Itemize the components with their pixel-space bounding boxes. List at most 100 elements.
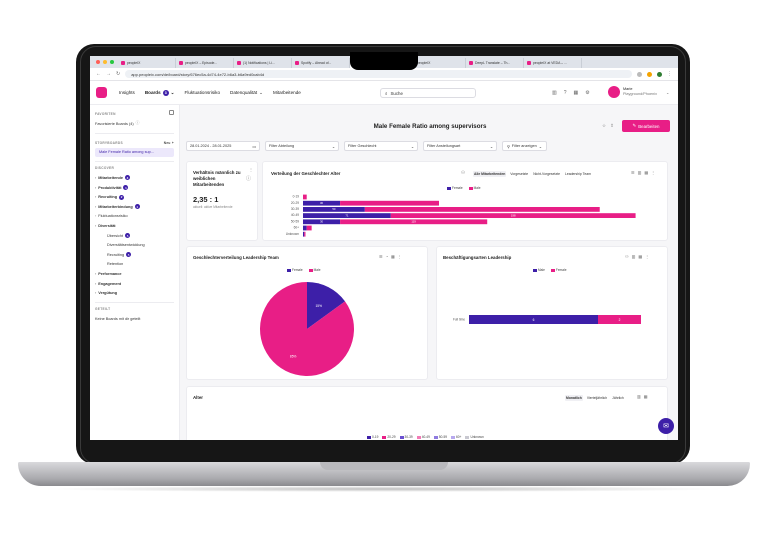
chevron-right-icon: › <box>95 271 97 276</box>
settings-icon[interactable]: ⚙ <box>585 90 590 96</box>
sidebar-item[interactable]: Diversitätsentwicklung <box>95 240 174 250</box>
bar-male <box>303 194 307 200</box>
user-menu[interactable]: Marie Playground/Phoenix <box>623 87 657 97</box>
employment-type-filter[interactable]: Filter Anstellungsart ⌄ <box>423 141 497 151</box>
help-icon[interactable]: ? <box>563 90 567 96</box>
gender-filter[interactable]: Filter Geschlecht ⌄ <box>344 141 418 151</box>
sidebar-item[interactable]: Übersicht 5 <box>95 231 174 241</box>
sidebar-item[interactable]: Recruiting 5 <box>95 250 174 260</box>
people-icon[interactable]: ⚇ <box>461 170 466 175</box>
browser-tab[interactable]: DeepL Translate – Th... <box>466 58 524 68</box>
data-label: 30 <box>320 220 324 224</box>
legend-swatch <box>465 435 470 439</box>
show-filters-button[interactable]: ⚲ Filter anzeigen ⌄ <box>502 141 547 151</box>
leadership-chart-legend: Female Male <box>287 268 321 272</box>
sidebar-item[interactable]: › Mitarbeiterbindung 1 <box>95 202 174 212</box>
segment-tab[interactable]: Monatlich <box>565 395 583 401</box>
grid-icon[interactable]: ▦ <box>643 394 651 399</box>
browser-tab[interactable]: peopleIX at VEDA – ... <box>524 58 582 68</box>
sidebar-item[interactable]: › Engagement <box>95 279 174 289</box>
bar-chart-icon[interactable]: ▥ <box>637 170 645 175</box>
sidebar-item[interactable]: › Recruiting 2 <box>95 192 174 202</box>
nav-item-0[interactable]: Insights <box>119 90 135 95</box>
nav-item-label: Datenqualität <box>230 90 258 95</box>
pie-chart-icon[interactable]: ◔ <box>385 254 392 259</box>
info-icon[interactable]: ⓘ <box>245 176 251 182</box>
sidebar-item[interactable]: Retention <box>95 260 174 270</box>
sidebar-item-active-story[interactable]: Male Female Ratio among sup... <box>95 147 174 158</box>
nav-item-3[interactable]: Datenqualität ⌄ <box>230 90 263 96</box>
card-menu-icon[interactable]: ⋮ <box>651 170 659 175</box>
browser-tab[interactable]: Spotify – Ahead of... <box>292 58 350 68</box>
grid-icon[interactable]: ▦ <box>644 170 652 175</box>
bar-female <box>303 207 365 212</box>
star-icon[interactable]: ☆ <box>602 123 611 128</box>
edit-button[interactable]: ✎ Bearbeiten <box>622 120 670 132</box>
segment-tab[interactable]: Vorgesetzte <box>510 172 529 176</box>
segment-tab[interactable]: Nicht-Vorgesetzte <box>533 172 560 176</box>
card-menu-icon[interactable]: ⋮ <box>645 254 653 259</box>
favorites-link[interactable]: Favorisierte Boards (4) ⓘ <box>95 119 174 129</box>
laptop-base-groove <box>320 462 448 470</box>
date-range-filter[interactable]: 28.01.2024 - 28.01.2025 ▭ <box>186 141 260 151</box>
sidebar-item[interactable]: › Vergütung <box>95 288 174 298</box>
segment-tab[interactable]: Jährlich <box>612 396 624 400</box>
search-input[interactable]: ⌕ Suche <box>380 88 476 98</box>
browser-tab[interactable]: peopleIX <box>118 58 176 68</box>
bar-chart-icon[interactable]: ▥ <box>637 394 644 399</box>
maximize-window-icon[interactable] <box>110 60 114 64</box>
minimize-window-icon[interactable] <box>103 60 107 64</box>
chat-button[interactable]: ✉ <box>658 418 674 434</box>
sidebar-item[interactable]: › Fluktuationsrisiko <box>95 212 174 222</box>
new-storyboard-button[interactable]: Neu + <box>163 140 174 145</box>
sidebar-item-label: Mitarbeiterbindung <box>98 204 133 209</box>
bar-male <box>390 213 636 218</box>
card-menu-icon[interactable]: ⋮ <box>397 254 405 259</box>
close-window-icon[interactable] <box>96 60 100 64</box>
interval-tabs: Monatlich Vierteljährlich Jährlich <box>565 395 625 401</box>
sidebar-item[interactable]: › Diversität <box>95 221 174 231</box>
nav-item-4[interactable]: Mitarbeitende <box>273 90 301 95</box>
avatar[interactable] <box>608 86 620 98</box>
grid-icon[interactable]: ▦ <box>573 90 579 96</box>
share-icon[interactable]: ⇪ <box>610 123 618 128</box>
segment-tab[interactable]: Alle Mitarbeitenden <box>473 171 507 177</box>
people-icon[interactable]: ⚇ <box>625 254 632 259</box>
sidebar-item[interactable]: › Produktivität 1 <box>95 183 174 193</box>
address-bar[interactable]: app.peopleix.com/de/board/story/676ec5a-… <box>125 70 632 78</box>
department-filter[interactable]: Filter Abteilung ⌄ <box>265 141 339 151</box>
extension-icon[interactable] <box>647 71 652 77</box>
browser-menu-icon[interactable]: ⋮ <box>667 71 672 77</box>
sidebar-item[interactable]: › Mitarbeitende 3 <box>95 173 174 183</box>
sidebar-item[interactable]: › Performance <box>95 269 174 279</box>
browser-tab[interactable]: peopleIX – Episode... <box>176 58 234 68</box>
pie-slice-label: 15% <box>316 304 323 308</box>
card-menu-icon[interactable]: ⋮ <box>249 167 253 172</box>
segment-tab[interactable]: Vierteljährlich <box>586 396 608 400</box>
reload-icon[interactable]: ↻ <box>116 71 121 77</box>
nav-item-1[interactable]: Boards 3 ⌄ <box>145 89 175 96</box>
browser-tab[interactable]: (1) Notifications | Li... <box>234 58 292 68</box>
grid-icon[interactable]: ▦ <box>391 254 398 259</box>
calendar-icon: ▭ <box>252 144 256 149</box>
legend-male-label: Male <box>473 186 481 190</box>
collapse-sidebar-icon[interactable] <box>169 110 174 115</box>
segment-tab[interactable]: Leadership Team <box>564 172 591 176</box>
legend-label: 30-39 <box>404 435 413 439</box>
leadership-gender-card: Geschlechterverteilung Leadership Team ☰… <box>186 246 428 380</box>
bar-chart-icon[interactable]: ▥ <box>631 254 639 259</box>
data-label: 30 <box>320 201 324 205</box>
nav-item-2[interactable]: Fluktuationsrisiko <box>185 90 221 95</box>
back-arrow-icon[interactable]: ← <box>96 71 101 77</box>
forward-arrow-icon[interactable]: → <box>106 71 111 77</box>
extension-icon[interactable] <box>637 71 642 77</box>
peopleix-logo[interactable] <box>96 87 107 98</box>
grid-icon[interactable]: ▦ <box>638 254 646 259</box>
profile-icon[interactable] <box>657 71 662 77</box>
storyboards-header: STORYBOARDS Neu + <box>95 138 174 148</box>
chevron-down-icon[interactable]: ⌄ <box>666 90 670 95</box>
table-icon[interactable]: ☰ <box>379 254 386 259</box>
y-tick-label: 20-29 <box>291 201 299 205</box>
table-icon[interactable]: ☰ <box>631 170 638 175</box>
chart-icon[interactable]: ▥ <box>552 90 557 96</box>
